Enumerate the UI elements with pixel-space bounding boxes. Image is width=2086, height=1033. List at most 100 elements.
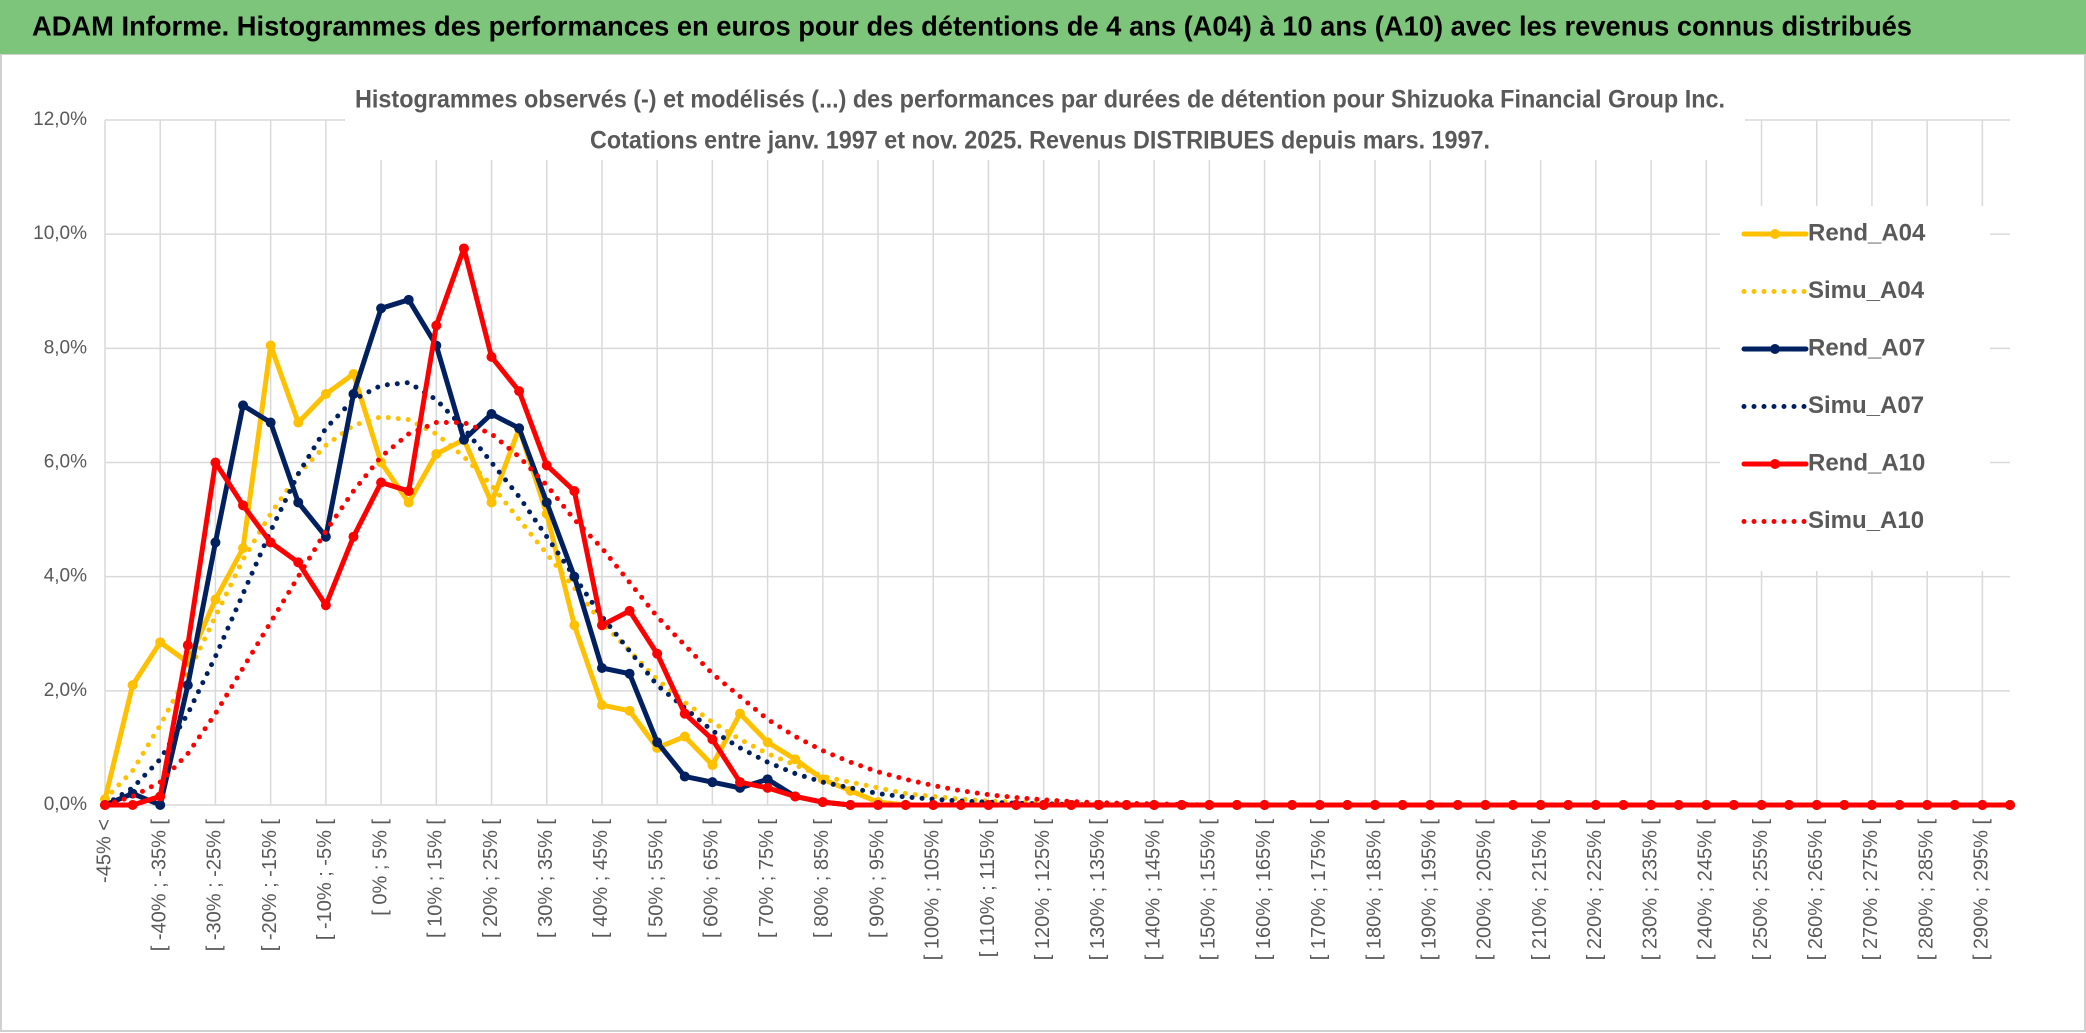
point [762, 782, 773, 793]
point [458, 243, 469, 254]
x-tick-label: [ 190% ; 195% [ [1418, 819, 1440, 961]
point [652, 648, 663, 659]
legend-label: Simu_A07 [1808, 392, 1924, 419]
point [569, 620, 580, 631]
legend-marker [1770, 229, 1780, 239]
point [762, 774, 773, 785]
x-tick-label: [ 270% ; 275% [ [1860, 819, 1882, 961]
point [1535, 800, 1546, 810]
point [1011, 800, 1022, 810]
point [403, 486, 414, 497]
point [790, 791, 801, 802]
point [955, 800, 966, 810]
x-tick-label: [ 0% ; 5% [ [369, 819, 391, 916]
header-bar [0, 0, 2086, 54]
point [2005, 800, 2015, 810]
point [569, 486, 580, 497]
point [1425, 800, 1436, 810]
point [707, 777, 718, 788]
x-tick-label: [ 290% ; 295% [ [1971, 819, 1993, 961]
x-tick-label: [ -20% ; -15% [ [259, 819, 281, 952]
point [514, 423, 525, 434]
point [238, 400, 249, 411]
x-tick-label: [ 60% ; 65% [ [701, 819, 723, 938]
header-title: ADAM Informe. Histogrammes des performan… [32, 10, 1912, 41]
legend-marker [1770, 344, 1780, 354]
point [238, 500, 249, 511]
point [1894, 800, 1905, 810]
plot: -45% < [ -40% ; -35% [[ -30% ; -25% [[ -2… [33, 109, 2015, 960]
point [486, 497, 497, 508]
point [293, 497, 304, 508]
point [1508, 800, 1519, 810]
x-tick-label: [ 80% ; 85% [ [811, 819, 833, 938]
point [210, 457, 221, 468]
x-tick-label: [ 150% ; 155% [ [1198, 819, 1220, 961]
point [210, 594, 221, 605]
point [1287, 800, 1298, 810]
legend-label: Rend_A04 [1808, 219, 1926, 246]
point [541, 460, 552, 471]
point [431, 448, 442, 459]
x-tick-label: [ 100% ; 105% [ [922, 819, 944, 961]
x-tick-label: [ 50% ; 55% [ [645, 819, 667, 938]
point [707, 760, 718, 771]
y-tick-label: 2,0% [44, 680, 87, 701]
x-tick-label: [ 180% ; 185% [ [1363, 819, 1385, 961]
point [155, 791, 166, 802]
title-backdrop [345, 84, 1745, 160]
x-tick-label: [ 10% ; 15% [ [425, 819, 447, 938]
point [624, 705, 635, 716]
point [1756, 800, 1767, 810]
x-tick-label: [ 250% ; 255% [ [1750, 819, 1772, 961]
x-tick-label: [ 110% ; 115% [ [977, 819, 999, 958]
legend-label: Simu_A10 [1808, 507, 1924, 534]
y-tick-label: 4,0% [44, 566, 87, 587]
point [155, 800, 166, 810]
y-tick-label: 10,0% [33, 223, 87, 244]
point [624, 668, 635, 679]
point [1397, 800, 1408, 810]
point [376, 303, 387, 314]
point [293, 417, 304, 428]
point [1866, 800, 1877, 810]
point [817, 797, 828, 808]
point [486, 351, 497, 362]
point [762, 737, 773, 748]
point [541, 497, 552, 508]
point [348, 389, 359, 399]
point [679, 771, 690, 782]
point [873, 800, 884, 810]
point [182, 680, 193, 691]
point [403, 497, 414, 508]
chart-title: Histogrammes observés (-) et modélisés (… [355, 86, 1725, 114]
point [265, 340, 276, 351]
point [790, 754, 801, 765]
point [1646, 800, 1657, 810]
x-tick-label: [ 280% ; 285% [ [1915, 819, 1937, 961]
point [431, 320, 442, 331]
point [983, 800, 994, 810]
x-tick-label: [ 90% ; 95% [ [866, 819, 888, 938]
point [845, 800, 856, 810]
point [514, 386, 525, 397]
legend: Rend_A04 Simu_A04 Rend_A07 Simu_A07 Rend_A10… [1720, 206, 1990, 571]
point [155, 637, 166, 648]
point [652, 737, 663, 748]
point [265, 417, 276, 428]
point [1038, 800, 1049, 810]
legend-box [1720, 206, 1990, 571]
legend-marker [1770, 459, 1780, 469]
x-tick-label: [ -30% ; -25% [ [204, 819, 226, 952]
x-tick-label: [ 230% ; 235% [ [1639, 819, 1661, 961]
x-tick-label: [ 240% ; 245% [ [1695, 819, 1717, 961]
point [735, 708, 745, 719]
point [486, 408, 497, 419]
point [1618, 800, 1629, 810]
point [127, 800, 138, 810]
y-tick-label: 12,0% [33, 109, 87, 130]
x-tick-label: [ 130% ; 135% [ [1087, 819, 1109, 961]
point [1314, 800, 1325, 810]
x-tick-label: [ 160% ; 165% [ [1253, 819, 1275, 961]
